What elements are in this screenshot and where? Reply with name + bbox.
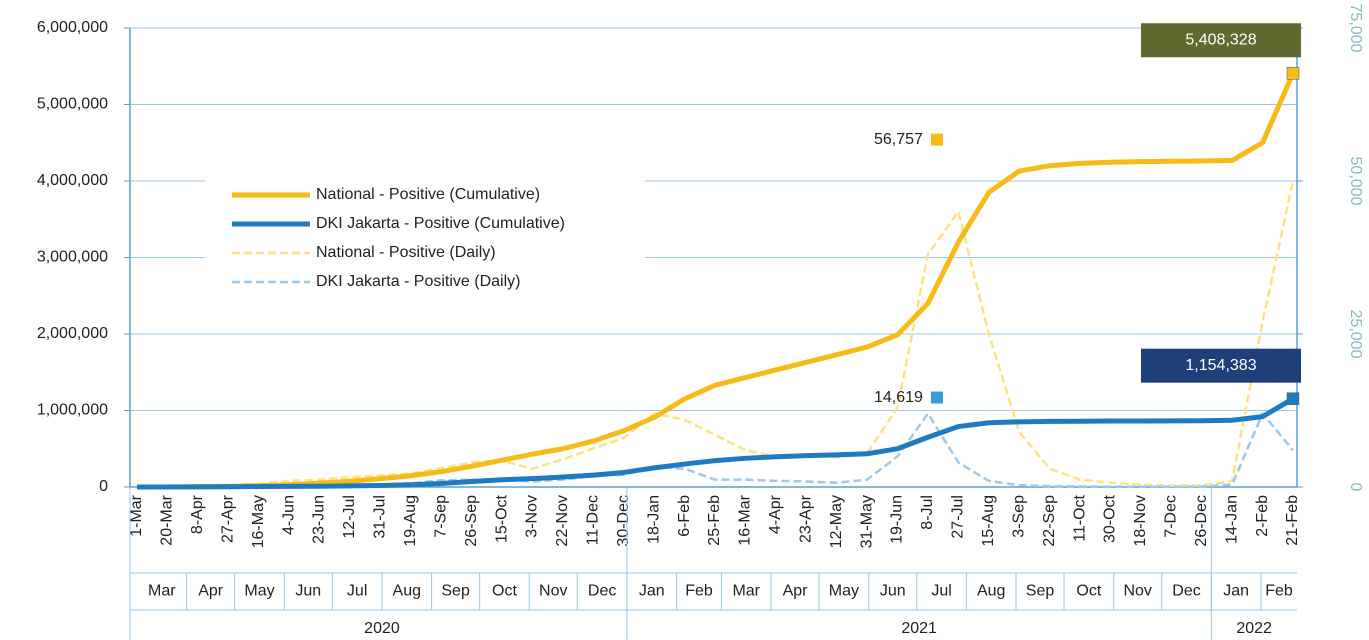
legend-label: DKI Jakarta - Positive (Daily)	[316, 273, 521, 290]
month-label: Feb	[685, 583, 713, 600]
month-label: Jan	[639, 583, 665, 600]
month-label: Nov	[539, 583, 567, 600]
month-label: Jun	[880, 583, 906, 600]
series-line	[137, 72, 1296, 490]
x-tick-label: 16-Mar	[737, 494, 754, 545]
x-tick-label: 8-Apr	[189, 494, 206, 534]
x-tick-label: 27-Jul	[950, 495, 967, 539]
x-tick-label: 2-Feb	[1254, 495, 1271, 537]
x-tick-label: 6-Feb	[676, 495, 693, 537]
month-label: Apr	[783, 583, 809, 600]
x-tick-label: 7-Dec	[1163, 495, 1180, 538]
legend: National - Positive (Cumulative) DKI Jaka…	[205, 180, 645, 298]
month-label: Feb	[1265, 583, 1293, 600]
x-tick-label: 11-Dec	[585, 495, 602, 545]
x-tick-label: 23-Apr	[797, 494, 814, 543]
x-tick-label: 19-Jun	[889, 495, 906, 544]
month-label: Jan	[1223, 583, 1249, 600]
x-tick-label: 3-Sep	[1010, 495, 1027, 538]
point-marker	[1286, 392, 1300, 405]
x-tick-label: 23-Jun	[311, 495, 328, 544]
y2-tick-label: 50,000	[1347, 157, 1364, 206]
month-label: Dec	[1172, 583, 1200, 600]
year-label: 2021	[901, 620, 937, 637]
month-label: Sep	[441, 583, 470, 600]
month-label: Jul	[347, 583, 367, 600]
peak-marker	[930, 133, 943, 146]
x-tick-label: 15-Oct	[493, 494, 510, 543]
x-tick-label: 15-Aug	[980, 495, 997, 547]
month-label: Jun	[295, 583, 321, 600]
y-tick-label: 2,000,000	[37, 325, 108, 342]
y-tick-label: 6,000,000	[37, 19, 108, 36]
x-tick-label: 18-Nov	[1132, 495, 1149, 547]
x-tick-label: 31-May	[858, 495, 875, 548]
month-label: Oct	[492, 583, 517, 600]
peak-marker	[930, 391, 943, 404]
month-label: May	[244, 583, 274, 600]
x-tick-label: 19-Aug	[402, 495, 419, 547]
month-label: May	[829, 583, 859, 600]
y-tick-label: 5,000,000	[37, 96, 108, 113]
y2-tick-label: 0	[1347, 483, 1364, 492]
series-line	[136, 412, 1294, 489]
x-tick-label: 30-Dec	[615, 495, 632, 547]
legend-label: DKI Jakarta - Positive (Cumulative)	[316, 215, 565, 232]
year-label: 2022	[1236, 620, 1272, 637]
x-tick-label: 26-Dec	[1193, 495, 1210, 547]
series-line	[137, 396, 1295, 490]
x-tick-label: 14-Jan	[1223, 495, 1240, 544]
x-tick-label: 31-Jul	[372, 495, 389, 539]
y-tick-label: 3,000,000	[37, 249, 108, 266]
x-tick-label: 21-Feb	[1284, 495, 1301, 546]
x-tick-label: 22-Nov	[554, 495, 571, 547]
x-tick-label: 26-Sep	[463, 495, 480, 547]
value-label: 5,408,328	[1185, 31, 1256, 48]
x-tick-label: 12-Jul	[341, 495, 358, 539]
legend-box	[205, 180, 645, 298]
x-tick-label: 8-Jul	[919, 495, 936, 530]
month-label: Oct	[1076, 583, 1101, 600]
point-marker	[1286, 67, 1300, 80]
x-tick-label: 12-May	[828, 495, 845, 548]
x-tick-label: 18-Jan	[645, 495, 662, 544]
month-label: Mar	[148, 583, 176, 600]
y-tick-label: 0	[99, 478, 108, 495]
x-tick-label: 25-Feb	[706, 495, 723, 546]
x-tick-label: 20-Mar	[159, 494, 176, 545]
peak-label: 14,619	[874, 389, 923, 406]
month-label: Mar	[732, 583, 760, 600]
month-label: Nov	[1123, 583, 1151, 600]
month-label: Aug	[393, 583, 421, 600]
y2-tick-label: 25,000	[1347, 310, 1364, 359]
month-label: Aug	[977, 583, 1005, 600]
series-line	[136, 180, 1295, 489]
month-label: Sep	[1026, 583, 1055, 600]
year-label: 2020	[364, 620, 400, 637]
x-tick-label: 7-Sep	[432, 495, 449, 538]
x-tick-label: 3-Nov	[524, 495, 541, 538]
y-tick-label: 4,000,000	[37, 172, 108, 189]
x-tick-label: 4-Apr	[767, 494, 784, 534]
y2-tick-label: 75,000	[1347, 4, 1364, 53]
x-tick-label: 4-Jun	[280, 495, 297, 535]
peak-label: 56,757	[874, 131, 923, 148]
x-tick-label: 30-Oct	[1102, 494, 1119, 543]
value-label-box	[1141, 348, 1301, 383]
month-label: Dec	[588, 583, 616, 600]
y-tick-label: 1,000,000	[37, 402, 108, 419]
value-label-box	[1141, 23, 1301, 58]
legend-label: National - Positive (Cumulative)	[316, 186, 540, 203]
month-label: Apr	[198, 583, 224, 600]
x-tick-label: 22-Sep	[1041, 495, 1058, 547]
x-tick-label: 11-Oct	[1071, 494, 1088, 541]
x-tick-label: 16-May	[250, 495, 267, 548]
value-label: 1,154,383	[1185, 357, 1256, 374]
x-tick-label: 27-Apr	[219, 494, 236, 543]
x-tick-label: 1-Mar	[128, 494, 145, 536]
month-label: Jul	[931, 583, 951, 600]
legend-label: National - Positive (Daily)	[316, 244, 496, 261]
